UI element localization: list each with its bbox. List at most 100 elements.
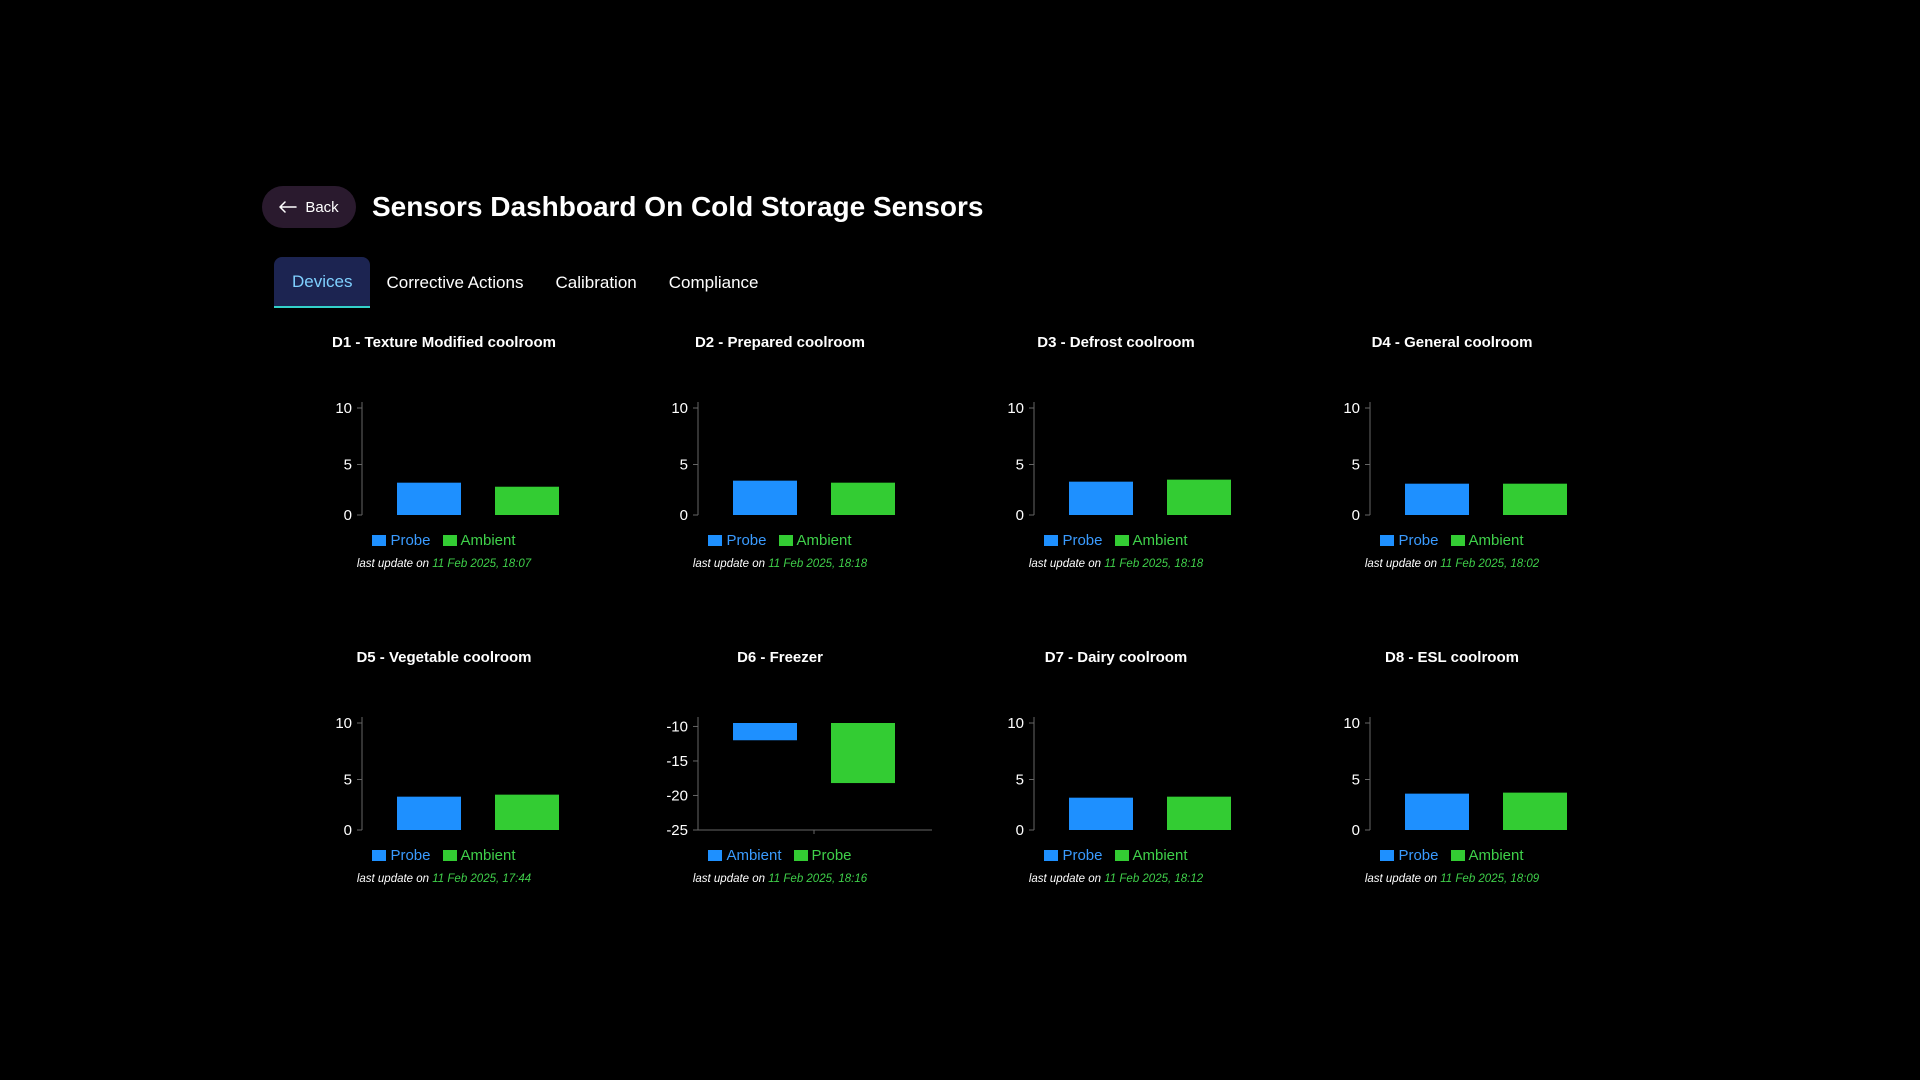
bar-ambient[interactable] bbox=[1503, 792, 1567, 830]
chart-title: D6 - Freezer bbox=[737, 649, 823, 666]
y-tick-label: 5 bbox=[1016, 457, 1024, 474]
tab-devices[interactable]: Devices bbox=[274, 257, 371, 308]
bar-ambient[interactable] bbox=[495, 794, 559, 830]
last-update-timestamp: 11 Feb 2025, 18:18 bbox=[1104, 558, 1204, 570]
legend-swatch bbox=[778, 535, 793, 546]
last-update-prefix: last update on bbox=[1028, 873, 1105, 885]
chart-title: D5 - Vegetable coolroom bbox=[356, 649, 532, 666]
y-tick-label: 5 bbox=[680, 457, 688, 474]
bar-chart: 10 5 0 bbox=[1343, 400, 1567, 524]
y-tick-label: 5 bbox=[344, 772, 352, 789]
bar-chart: 10 5 0 bbox=[335, 400, 559, 524]
bar-probe[interactable] bbox=[397, 482, 461, 515]
tab-calibration[interactable]: Calibration bbox=[555, 272, 637, 292]
device-card-d4: D4 - General coolroom 10 5 0 Probe Ambient las… bbox=[1284, 334, 1620, 594]
legend-label: Probe bbox=[811, 847, 852, 864]
legend-item-ambient[interactable]: Ambient bbox=[1450, 532, 1524, 549]
bar-probe[interactable] bbox=[733, 480, 797, 515]
chart-legend: Probe Ambient bbox=[1284, 532, 1620, 549]
bar-ambient[interactable] bbox=[1503, 483, 1567, 515]
back-button[interactable]: Back bbox=[262, 186, 356, 228]
legend-label: Ambient bbox=[460, 847, 516, 864]
y-tick-label: 0 bbox=[1016, 822, 1024, 839]
last-update: last update on 11 Feb 2025, 18:12 bbox=[948, 873, 1284, 885]
device-card-d3: D3 - Defrost coolroom 10 5 0 Probe Ambient las… bbox=[948, 334, 1284, 594]
legend-label: Probe bbox=[1398, 847, 1439, 864]
bar-chart: 10 5 0 bbox=[1007, 400, 1231, 524]
bar-chart: 10 5 0 bbox=[1007, 715, 1231, 839]
legend-swatch bbox=[708, 535, 723, 546]
page-header: Back Sensors Dashboard On Cold Storage S… bbox=[262, 186, 983, 228]
y-tick-label: 0 bbox=[344, 822, 352, 839]
legend-item-probe[interactable]: Probe bbox=[1380, 847, 1439, 864]
y-tick-label: -15 bbox=[666, 753, 688, 770]
last-update: last update on 11 Feb 2025, 18:02 bbox=[1284, 558, 1620, 570]
chart-legend: Probe Ambient bbox=[276, 532, 612, 549]
y-tick-label: 5 bbox=[344, 457, 352, 474]
legend-label: Probe bbox=[1062, 532, 1103, 549]
legend-swatch bbox=[1450, 535, 1465, 546]
legend-item-ambient[interactable]: Ambient bbox=[778, 532, 852, 549]
bar-ambient[interactable] bbox=[733, 723, 797, 741]
chart-legend: Ambient Probe bbox=[612, 847, 948, 864]
y-tick-label: 0 bbox=[344, 507, 352, 524]
bar-chart: 10 5 0 bbox=[335, 715, 559, 839]
last-update-prefix: last update on bbox=[692, 558, 769, 570]
legend-item-ambient[interactable]: Ambient bbox=[442, 847, 516, 864]
chart-title: D3 - Defrost coolroom bbox=[1037, 334, 1195, 351]
legend-item-probe[interactable]: Probe bbox=[1380, 532, 1439, 549]
chart-legend: Probe Ambient bbox=[612, 532, 948, 549]
legend-item-ambient[interactable]: Ambient bbox=[442, 532, 516, 549]
bar-probe[interactable] bbox=[1405, 793, 1469, 830]
device-card-d2: D2 - Prepared coolroom 10 5 0 Probe Ambient la… bbox=[612, 334, 948, 594]
bar-probe[interactable] bbox=[397, 796, 461, 830]
last-update-prefix: last update on bbox=[356, 558, 433, 570]
bar-ambient[interactable] bbox=[1167, 796, 1231, 830]
legend-label: Probe bbox=[1062, 847, 1103, 864]
legend-item-probe[interactable]: Probe bbox=[1044, 847, 1103, 864]
page-title: Sensors Dashboard On Cold Storage Sensor… bbox=[372, 191, 984, 222]
bar-probe[interactable] bbox=[1405, 483, 1469, 515]
legend-swatch bbox=[1114, 850, 1129, 861]
legend-item-probe[interactable]: Probe bbox=[372, 847, 431, 864]
last-update: last update on 11 Feb 2025, 18:18 bbox=[948, 558, 1284, 570]
y-tick-label: -20 bbox=[666, 787, 688, 804]
legend-item-ambient[interactable]: Ambient bbox=[1114, 847, 1188, 864]
legend-swatch bbox=[372, 535, 387, 546]
last-update-timestamp: 11 Feb 2025, 18:18 bbox=[768, 558, 868, 570]
last-update-timestamp: 11 Feb 2025, 18:02 bbox=[1440, 558, 1540, 570]
legend-item-probe[interactable]: Probe bbox=[372, 532, 431, 549]
legend-item-probe[interactable]: Probe bbox=[793, 847, 852, 864]
legend-item-probe[interactable]: Probe bbox=[1044, 532, 1103, 549]
chart-title: D2 - Prepared coolroom bbox=[694, 334, 866, 351]
legend-item-ambient[interactable]: Ambient bbox=[1114, 532, 1188, 549]
last-update-timestamp: 11 Feb 2025, 18:07 bbox=[432, 558, 532, 570]
legend-label: Probe bbox=[390, 532, 431, 549]
bar-ambient[interactable] bbox=[831, 482, 895, 515]
y-tick-label: 10 bbox=[1007, 715, 1024, 732]
tab-corrective-actions[interactable]: Corrective Actions bbox=[386, 272, 524, 292]
y-tick-label: 10 bbox=[1343, 715, 1360, 732]
y-tick-label: 0 bbox=[680, 507, 688, 524]
legend-item-probe[interactable]: Probe bbox=[708, 532, 767, 549]
y-tick-label: 0 bbox=[1352, 822, 1360, 839]
tab-compliance[interactable]: Compliance bbox=[668, 272, 759, 292]
bar-ambient[interactable] bbox=[1167, 479, 1231, 515]
bar-probe[interactable] bbox=[1069, 481, 1133, 515]
legend-label: Probe bbox=[1398, 532, 1439, 549]
last-update: last update on 11 Feb 2025, 18:09 bbox=[1284, 873, 1620, 885]
legend-label: Ambient bbox=[1468, 847, 1524, 864]
legend-label: Ambient bbox=[1468, 532, 1524, 549]
y-tick-label: 0 bbox=[1016, 507, 1024, 524]
device-card-d6: D6 - Freezer -10 -15 -20 -25 Ambient Probe last… bbox=[612, 649, 948, 909]
legend-label: Probe bbox=[726, 532, 767, 549]
legend-item-ambient[interactable]: Ambient bbox=[1450, 847, 1524, 864]
legend-item-ambient[interactable]: Ambient bbox=[708, 847, 782, 864]
bar-probe[interactable] bbox=[1069, 797, 1133, 830]
y-tick-label: 10 bbox=[335, 400, 352, 417]
device-card-d5: D5 - Vegetable coolroom 10 5 0 Probe Ambient l… bbox=[276, 649, 612, 909]
y-tick-label: 5 bbox=[1016, 772, 1024, 789]
bar-probe[interactable] bbox=[831, 723, 895, 784]
last-update-prefix: last update on bbox=[1364, 558, 1441, 570]
bar-ambient[interactable] bbox=[495, 486, 559, 515]
